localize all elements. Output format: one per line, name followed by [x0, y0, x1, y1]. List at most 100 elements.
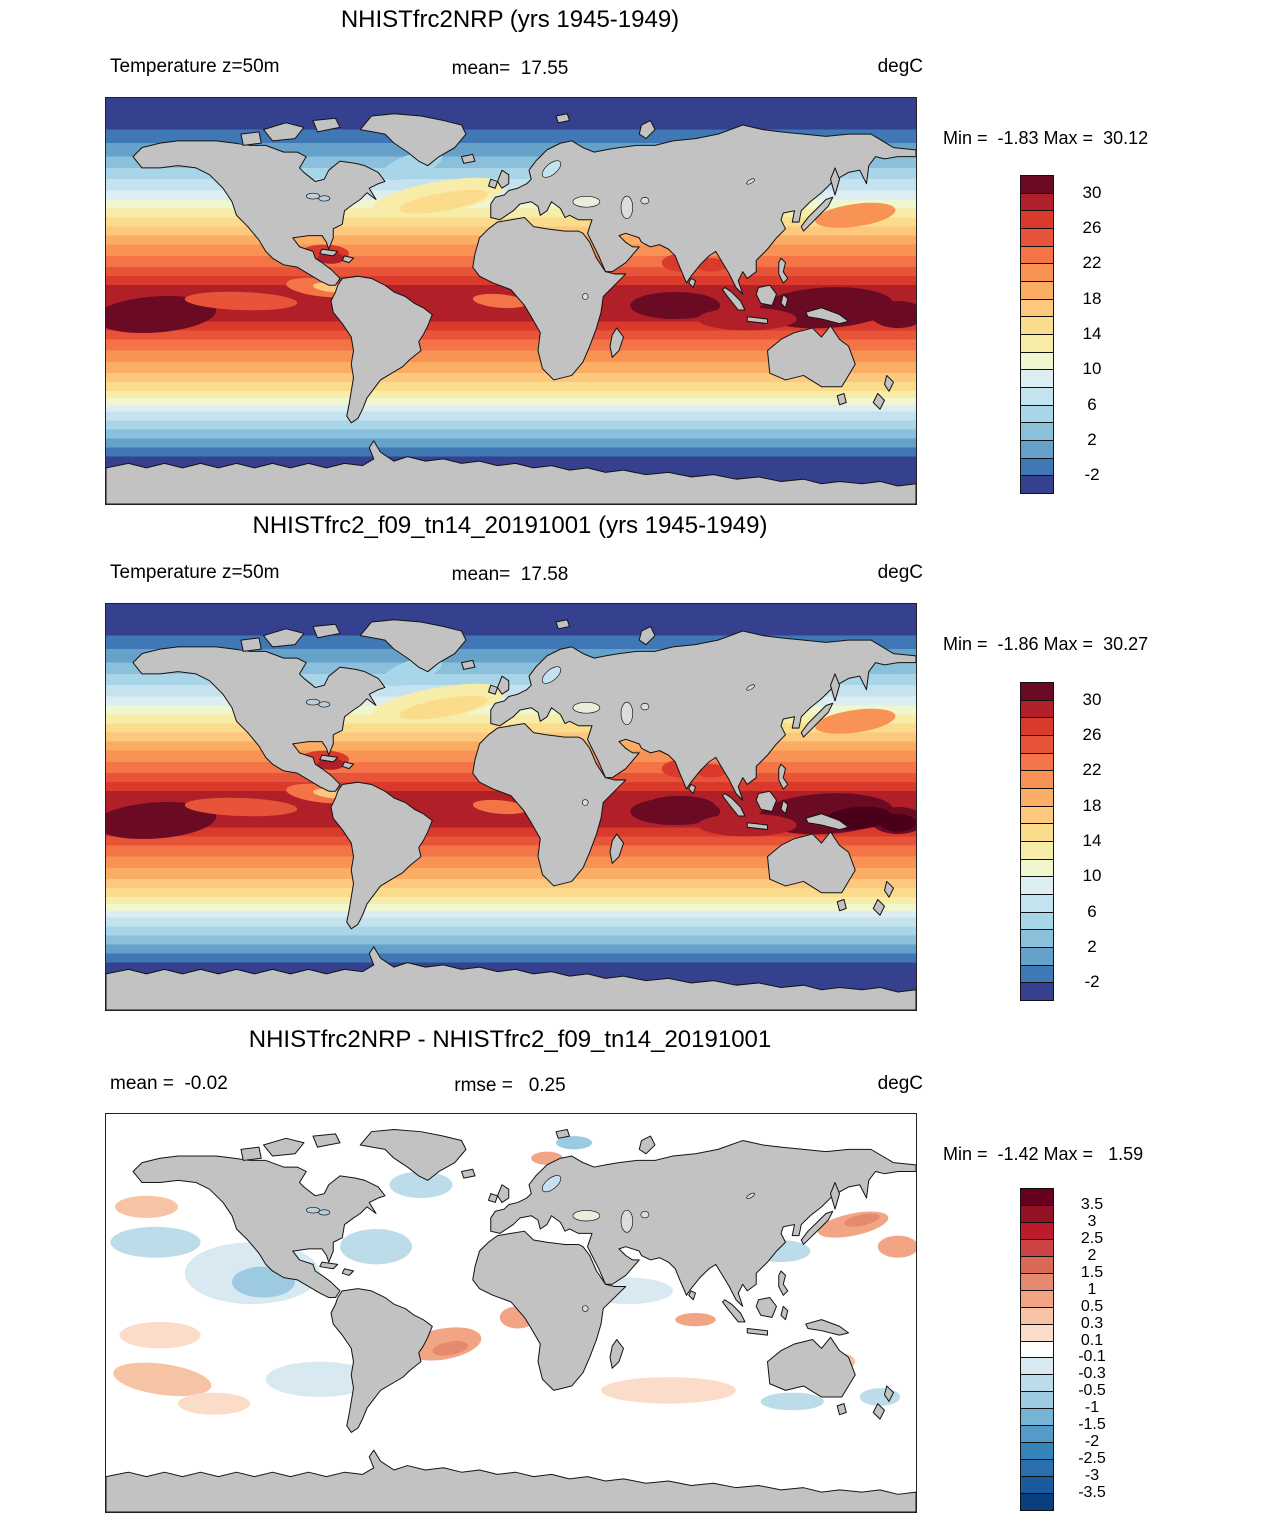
- colorbar-tick-label: -1: [1084, 1399, 1100, 1417]
- contour-blob: [178, 1392, 250, 1415]
- colorbar-cell: [1020, 1408, 1054, 1427]
- colorbar-cell: [1020, 805, 1054, 825]
- colorbar-cell: [1020, 1442, 1054, 1461]
- colorbar-cell: [1020, 334, 1054, 353]
- colorbar-tick-label: -0.1: [1078, 1348, 1106, 1366]
- units-label: degC: [877, 562, 923, 583]
- colorbar-cell: [1020, 457, 1054, 477]
- contour-blob: [556, 1136, 592, 1150]
- colorbar-cell: [1020, 1459, 1054, 1478]
- colorbar-tick-label: 30: [1082, 182, 1102, 202]
- contour-blob: [115, 1195, 178, 1218]
- contour-blob: [119, 1321, 201, 1349]
- colorbar-tick-label: 6: [1087, 901, 1097, 921]
- colorbar-cell: [1020, 982, 1054, 1001]
- colorbar-tick-label: 3: [1087, 1212, 1097, 1230]
- colorbar-tick-label: -0.5: [1078, 1382, 1106, 1400]
- mean-label: mean= 17.55: [451, 58, 569, 79]
- colorbar-tick-label: 0.3: [1080, 1314, 1104, 1332]
- stats-minmax: Min = -1.42 Max = 1.59: [943, 1144, 1144, 1164]
- colorbar-cell: [1020, 1204, 1054, 1223]
- colorbar-tick-label: 2: [1087, 937, 1097, 956]
- contour-blob: [877, 1235, 916, 1258]
- colorbar-tick-label: 26: [1082, 725, 1102, 744]
- colorbar-tick-label: 26: [1082, 218, 1102, 237]
- colorbar-tick-label: 10: [1082, 359, 1102, 379]
- colorbar-cell: [1020, 964, 1054, 984]
- colorbar-cell: [1020, 1188, 1054, 1206]
- colorbar-cell: [1020, 788, 1054, 807]
- contour-blob: [760, 1392, 824, 1411]
- colorbar-tick-label: -2.5: [1078, 1450, 1106, 1468]
- colorbar-cell: [1020, 298, 1054, 318]
- variable-label: Temperature z=50m: [110, 562, 280, 583]
- contour-blob: [110, 1226, 201, 1258]
- colorbar-tick-label: -1.5: [1078, 1416, 1106, 1434]
- contour-blob: [106, 802, 217, 840]
- colorbar-tick-label: -2: [1084, 1433, 1100, 1451]
- colorbar-tick-label: 1.5: [1080, 1263, 1104, 1281]
- contour-blob: [317, 252, 345, 264]
- colorbar-cell: [1020, 1323, 1054, 1342]
- contour-blob: [844, 1213, 880, 1227]
- rmse-label: rmse = 0.25: [454, 1075, 566, 1096]
- contour-blob: [815, 708, 896, 734]
- stats-minmax: Min = -1.83 Max = 30.12: [943, 128, 1149, 148]
- colorbar-cell: [1020, 1340, 1054, 1359]
- colorbar-cell: [1020, 823, 1054, 842]
- colorbar-tick-label: -0.3: [1078, 1365, 1106, 1383]
- colorbar-cell: [1020, 682, 1054, 701]
- colorbar-cell: [1020, 752, 1054, 772]
- map-model-b: [105, 603, 917, 1011]
- colorbar-tick-label: 2: [1087, 430, 1097, 449]
- colorbar-cell: [1020, 228, 1054, 247]
- colorbar-tick-label: 1: [1087, 1280, 1097, 1298]
- colorbar-cell: [1020, 210, 1054, 229]
- temperature-contour-features: [106, 151, 916, 334]
- panel-model-b: NHISTfrc2_f09_tn14_20191001 (yrs 1945-19…: [0, 506, 1285, 1018]
- colorbar-cell: [1020, 911, 1054, 931]
- colorbar-cell: [1020, 263, 1054, 282]
- colorbar-cell: [1020, 1255, 1054, 1274]
- colorbar-tick-label: -2: [1084, 972, 1100, 992]
- colorbar-cell: [1020, 929, 1054, 948]
- colorbar-tick-label: 22: [1082, 253, 1102, 273]
- colorbar-cell: [1020, 1493, 1054, 1511]
- colorbar-cell: [1020, 281, 1054, 300]
- panel-title: NHISTfrc2NRP (yrs 1945-1949): [340, 6, 680, 33]
- panel-difference: NHISTfrc2NRP - NHISTfrc2_f09_tn14_201910…: [0, 1018, 1285, 1519]
- colorbar-tick-label: 30: [1082, 689, 1102, 709]
- contour-blob: [106, 296, 217, 334]
- colorbar-cell: [1020, 858, 1054, 878]
- temperature-contour-features: [106, 657, 916, 840]
- contour-blob: [630, 291, 721, 320]
- colorbar-tick-label: 18: [1082, 795, 1102, 815]
- variable-label: Temperature z=50m: [110, 56, 280, 77]
- colorbar-cell: [1020, 1306, 1054, 1325]
- colorbar-tick-label: 18: [1082, 288, 1102, 308]
- colorbar-tick-label: -3: [1084, 1467, 1100, 1485]
- contour-blob: [643, 795, 716, 819]
- units-label: degC: [877, 1073, 923, 1094]
- colorbar-cell: [1020, 351, 1054, 371]
- world-map-svg: [106, 604, 916, 1010]
- contour-blob: [389, 1171, 453, 1199]
- colorbar-cell: [1020, 1476, 1054, 1495]
- colorbar-cell: [1020, 841, 1054, 860]
- contour-blob: [675, 1313, 716, 1327]
- contour-blob: [815, 202, 896, 228]
- colorbar-cell: [1020, 175, 1054, 194]
- colorbar-cell: [1020, 1425, 1054, 1444]
- contour-blob: [432, 1341, 469, 1356]
- colorbar-tick-label: 14: [1082, 831, 1102, 850]
- stats-minmax: Min = -1.86 Max = 30.27: [943, 634, 1149, 654]
- colorbar-cell: [1020, 717, 1054, 736]
- mean-label: mean = -0.02: [110, 1073, 228, 1094]
- contour-blob: [472, 799, 527, 815]
- colorbar-cell: [1020, 770, 1054, 789]
- contour-blob: [880, 813, 916, 832]
- colorbar-cell: [1020, 387, 1054, 406]
- colorbar-cell: [1020, 245, 1054, 265]
- colorbar-cell: [1020, 316, 1054, 335]
- colorbar-cell: [1020, 475, 1054, 494]
